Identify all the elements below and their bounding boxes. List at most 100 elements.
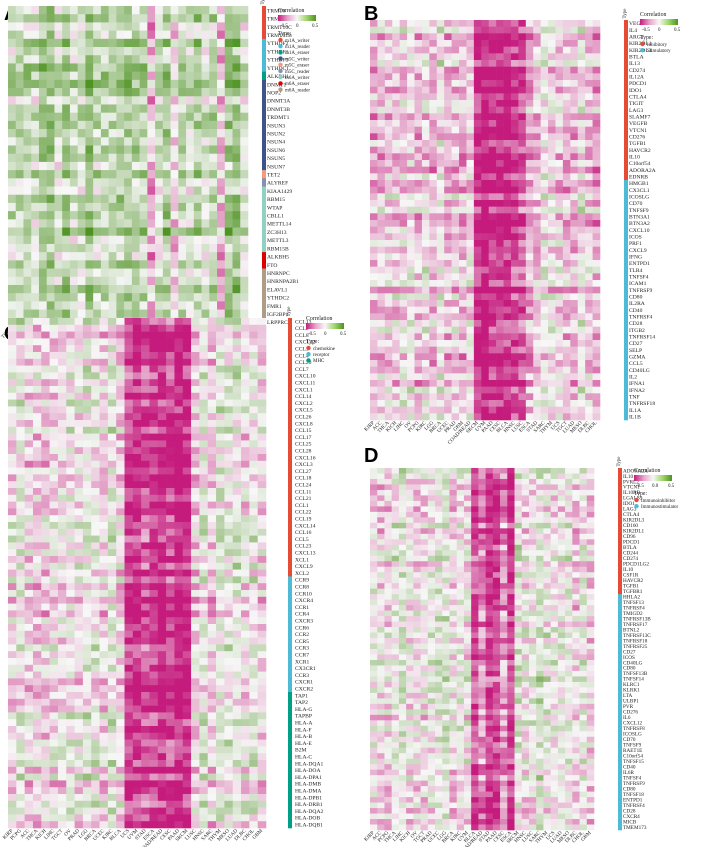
heatmap-cell [444,200,452,207]
group-legend-label: m5C_writer [285,57,309,62]
heatmap-cell [93,219,102,228]
heatmap-cell [182,352,192,360]
heatmap-cell [182,549,192,557]
heatmap-cell [178,170,187,179]
heatmap-cell [139,63,148,72]
heatmap-cell [8,63,17,72]
heatmap-cell [24,556,34,564]
heatmap-cell [132,358,142,366]
heatmap-cell [444,93,452,101]
heatmap-cell [57,352,67,360]
heatmap-cell [224,30,233,40]
heatmap-cell [473,133,482,141]
heatmap-cell [399,253,408,261]
heatmap-cell [392,253,400,261]
heatmap-cell [132,664,142,672]
heatmap-cell [496,173,504,181]
heatmap-cell [540,366,549,374]
heatmap-cell [232,227,241,237]
heatmap-cell [49,338,59,346]
heatmap-cell [166,338,175,346]
heatmap-cell [182,447,192,455]
heatmap-cell [496,373,504,381]
row-label: GZMA [629,355,645,361]
heatmap-cell [444,166,452,174]
heatmap-cell [240,71,249,81]
heatmap-cell [108,178,117,187]
heatmap-cell [562,53,571,61]
heatmap-cell [592,393,601,401]
heatmap-cell [131,235,140,245]
heatmap-cell [193,301,202,310]
heatmap-cell [224,528,234,536]
heatmap-cell [232,112,241,122]
heatmap-cell [147,293,156,302]
heatmap-cell [141,481,150,489]
heatmap-cell [174,467,184,475]
heatmap-cell [62,63,71,72]
heatmap-cell [421,406,430,414]
heatmap-cell [139,30,148,40]
heatmap-cell [8,276,17,286]
heatmap-cell [141,365,150,373]
heatmap-cell [91,352,100,360]
heatmap-cell [459,200,467,207]
heatmap-cell [257,562,267,570]
heatmap-cell [407,400,415,407]
type-annotation-cell [262,88,266,97]
heatmap-cell [46,129,55,138]
heatmap-cell [157,392,167,400]
heatmap-cell [82,651,92,659]
heatmap-cell [496,226,504,234]
heatmap-cell [525,146,534,154]
heatmap-cell [57,454,67,462]
heatmap-cell [525,60,534,67]
heatmap-cell [585,340,593,347]
heatmap-cell [116,447,125,455]
heatmap-cell [124,460,134,468]
heatmap-cell [216,583,225,591]
heatmap-cell [8,211,17,220]
heatmap-cell [49,345,59,353]
heatmap-cell [562,266,571,274]
heatmap-cell [69,186,78,196]
heatmap-cell [466,126,475,134]
heatmap-cell [85,104,94,113]
heatmap-cell [93,293,102,302]
heatmap-cell [555,160,564,167]
heatmap-cell [201,22,210,31]
heatmap-cell [370,66,378,74]
heatmap-cell [32,522,42,530]
heatmap-cell [224,276,233,286]
heatmap-cell [555,400,564,407]
heatmap-cell [570,400,579,407]
heatmap-cell [392,120,400,127]
heatmap-cell [38,284,48,294]
row-label: CD40 [629,308,643,314]
row-label: CD40LG [629,368,650,374]
heatmap-cell [66,420,75,428]
heatmap-cell [399,113,408,121]
heatmap-cell [503,213,512,221]
heatmap-cell [149,610,159,618]
heatmap-cell [555,73,564,81]
heatmap-cell [166,556,175,564]
heatmap-cell [132,651,142,659]
heatmap-cell [392,153,400,161]
heatmap-cell [488,166,497,174]
heatmap-cell [570,333,579,341]
heatmap-cell [257,658,267,666]
heatmap-cell [407,360,415,367]
heatmap-cell [496,166,504,174]
row-label: BTN3A2 [629,221,650,227]
heatmap-cell [384,406,393,414]
heatmap-cell [46,6,55,15]
heatmap-cell [488,200,497,207]
type-annotation-cell [624,373,628,381]
heatmap-cell [407,393,415,401]
heatmap-cell [570,253,579,261]
heatmap-cell [217,178,226,187]
row-label: CD274 [629,68,645,74]
heatmap-cell [249,596,258,604]
heatmap-cell [116,324,125,332]
